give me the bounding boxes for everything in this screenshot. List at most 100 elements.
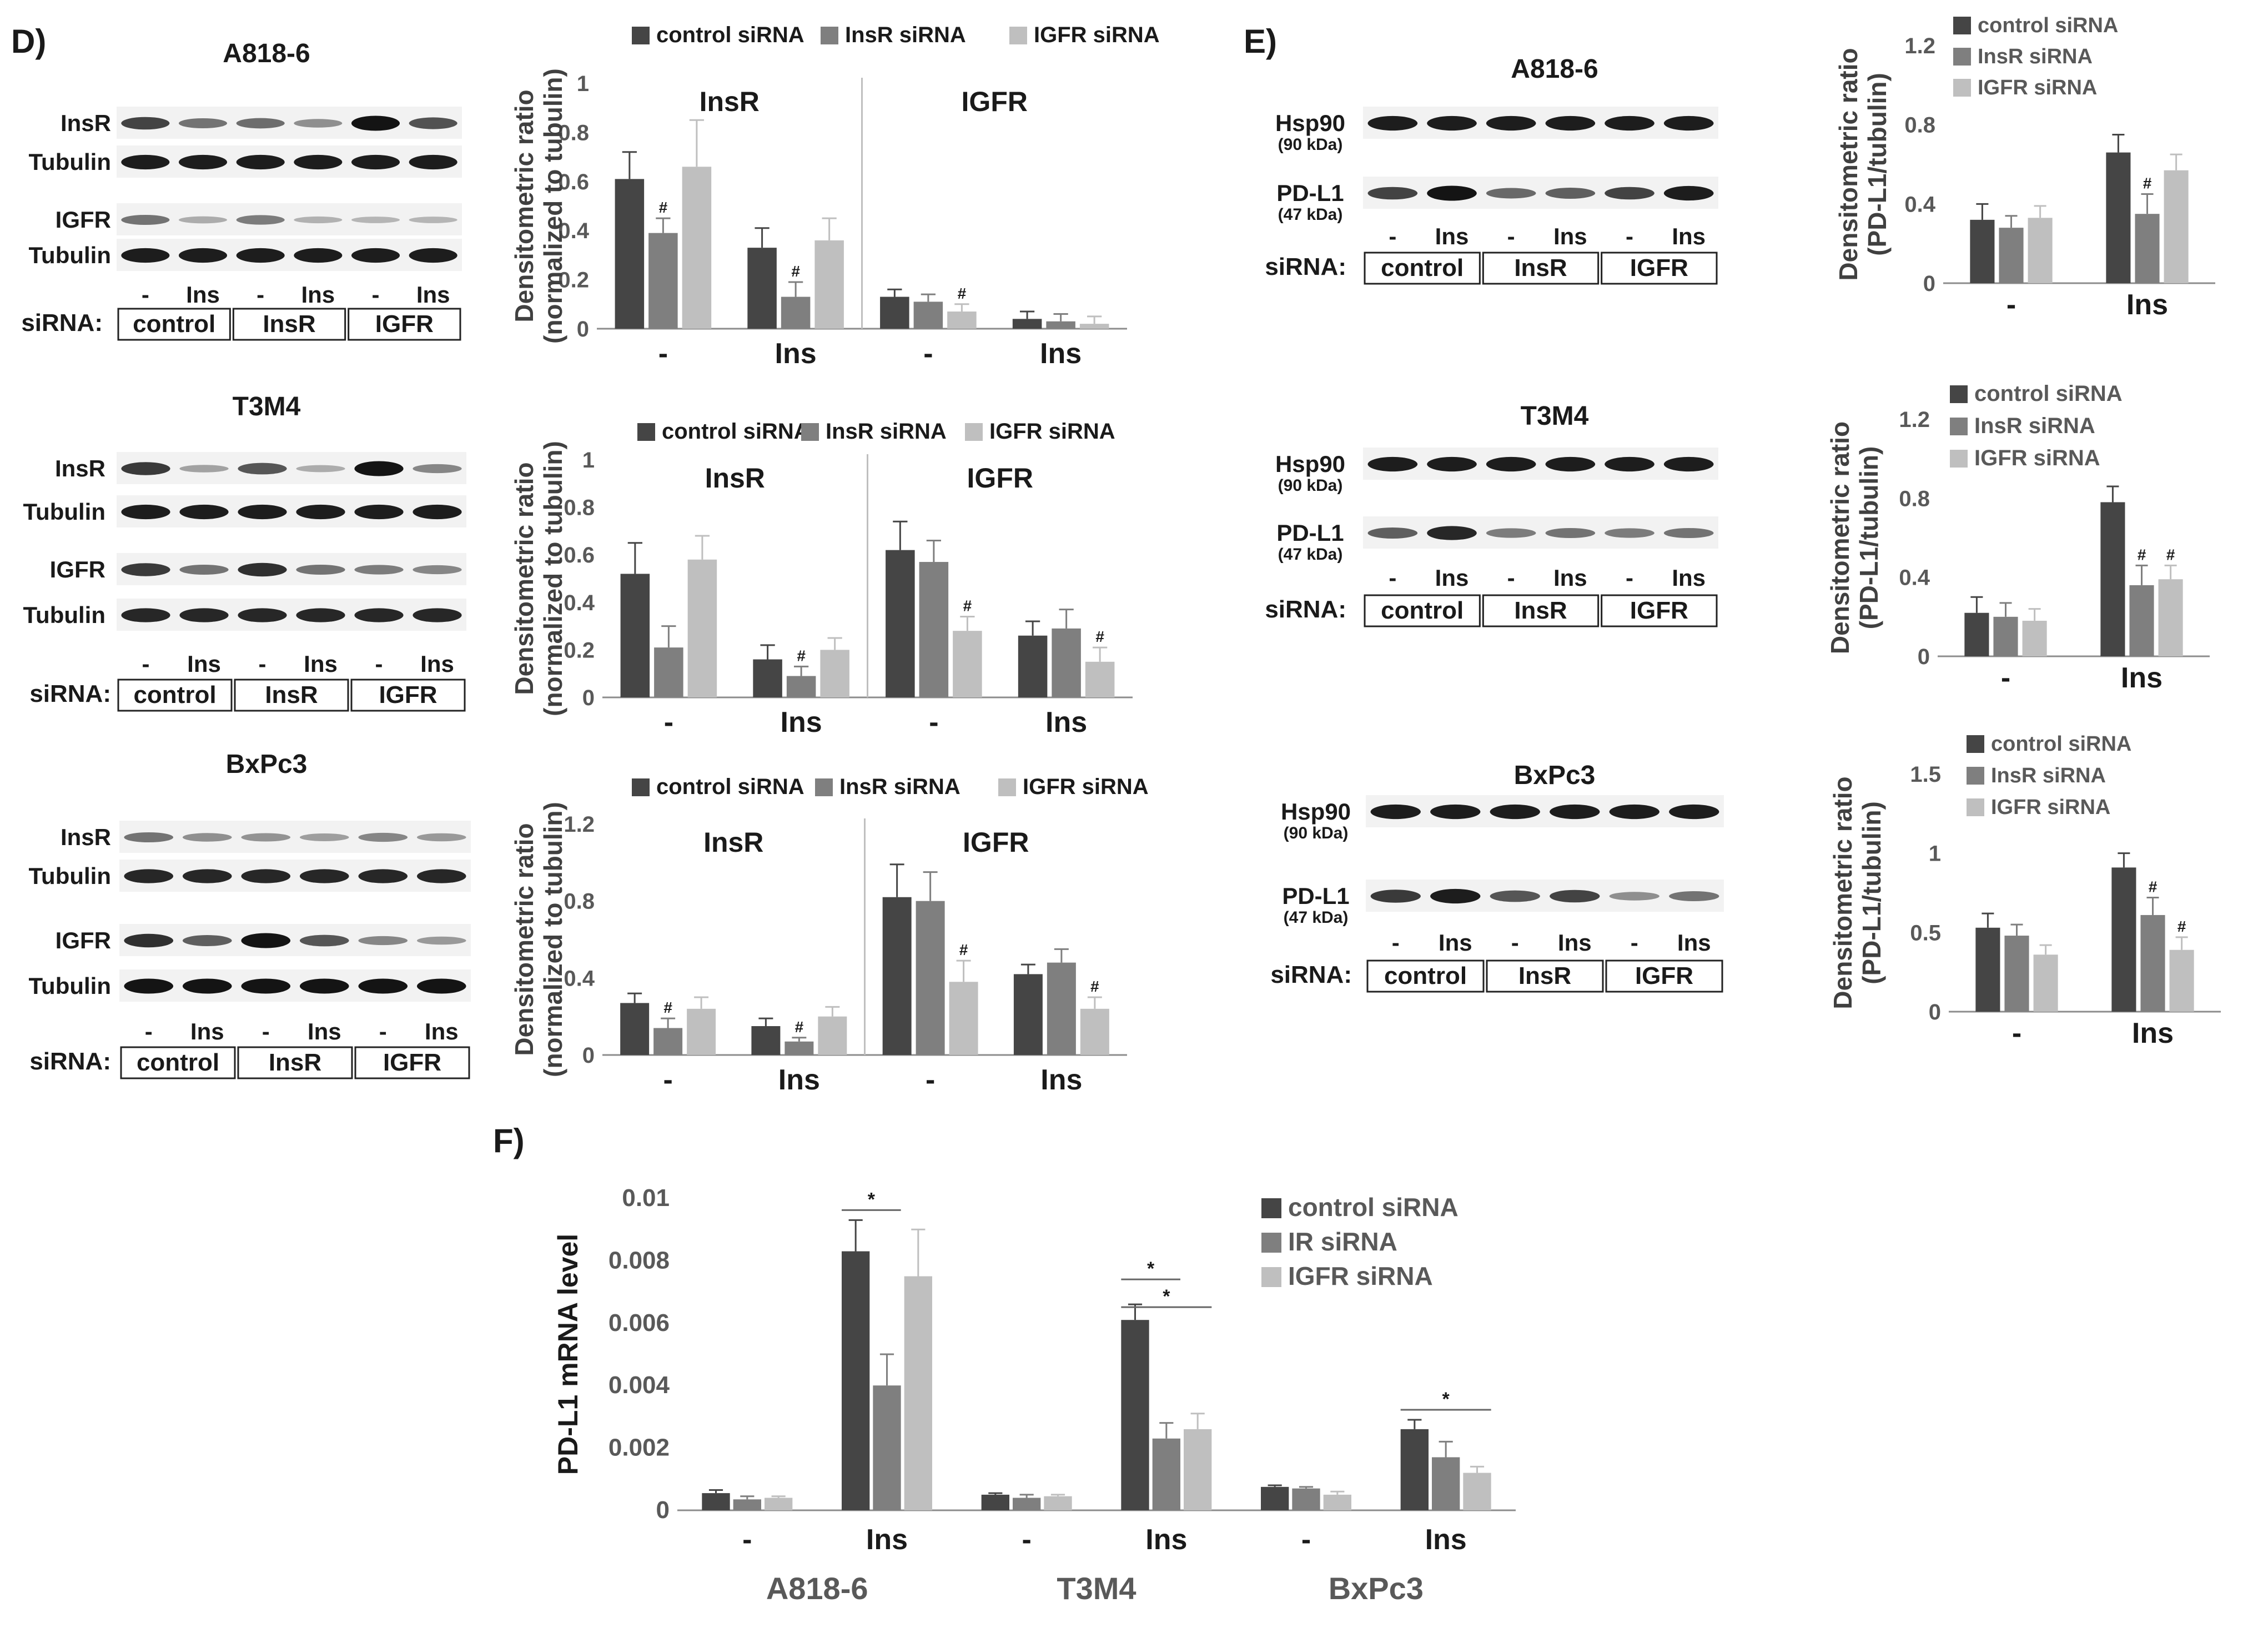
legend-label: control siRNA bbox=[1974, 381, 2123, 406]
blot-title: BxPc3 bbox=[1514, 761, 1596, 790]
blot-strip bbox=[1363, 177, 1718, 209]
legend-label: InsR siRNA bbox=[839, 775, 960, 799]
bar bbox=[1432, 1457, 1460, 1510]
blot-strip bbox=[1366, 795, 1724, 827]
blot-band bbox=[238, 608, 287, 622]
blot-band bbox=[354, 608, 404, 622]
bar bbox=[785, 1041, 814, 1055]
bar bbox=[733, 1499, 761, 1510]
legend-label: IGFR siRNA bbox=[1991, 796, 2110, 819]
blot-band bbox=[351, 217, 400, 223]
significance-mark: # bbox=[958, 285, 967, 302]
blot-strip bbox=[117, 495, 466, 527]
blot-band bbox=[1370, 890, 1421, 903]
significance-mark: # bbox=[959, 941, 968, 958]
lane-label: - bbox=[1631, 929, 1638, 956]
bar bbox=[702, 1493, 730, 1510]
blot-band bbox=[121, 504, 170, 520]
blot-strip bbox=[117, 452, 466, 484]
panel-label-e: E) bbox=[1244, 23, 1277, 60]
blot-band bbox=[179, 608, 229, 622]
x-category-label: Ins bbox=[866, 1524, 908, 1556]
blot-band bbox=[238, 562, 287, 577]
y-tick-label: 1 bbox=[577, 72, 589, 96]
blot-t3m4: T3M4 Hsp90(90 kDa) PD-L1(47 kDa) - Ins - Ins - I… bbox=[1265, 401, 1718, 627]
lane-label: Ins bbox=[416, 282, 450, 308]
bar bbox=[1121, 1320, 1149, 1510]
y-tick-label: 0 bbox=[582, 686, 595, 710]
bar bbox=[949, 982, 978, 1055]
blot-band bbox=[178, 118, 228, 129]
lane-label: - bbox=[262, 1018, 270, 1044]
sirna-label: siRNA: bbox=[29, 680, 111, 707]
blot-strip bbox=[117, 107, 462, 139]
y-axis-label: Densitometric ratio bbox=[1828, 776, 1857, 1009]
bar bbox=[620, 574, 650, 697]
blot-row-sublabel: (47 kDa) bbox=[1278, 205, 1343, 224]
bar bbox=[873, 1385, 901, 1510]
bar bbox=[1047, 962, 1076, 1055]
sirna-group-box bbox=[117, 679, 233, 712]
sirna-group-box bbox=[1364, 594, 1481, 627]
legend-swatch bbox=[965, 423, 983, 441]
bar bbox=[953, 631, 982, 697]
blot-band bbox=[178, 216, 228, 224]
bar bbox=[615, 179, 645, 329]
lane-label: Ins bbox=[301, 282, 335, 308]
legend-swatch bbox=[1953, 17, 1971, 34]
y-tick-label: 0 bbox=[656, 1496, 670, 1524]
y-tick-label: 0.002 bbox=[609, 1434, 670, 1461]
sirna-label: siRNA: bbox=[1265, 596, 1346, 623]
blot-band bbox=[1367, 527, 1418, 539]
panel-label-f: F) bbox=[493, 1122, 525, 1159]
blot-band bbox=[413, 565, 462, 575]
blot-strip bbox=[119, 860, 471, 892]
facet-title: IGFR bbox=[963, 827, 1029, 858]
sirna-group-box bbox=[234, 679, 349, 712]
blot-band bbox=[121, 248, 170, 263]
significance-mark: # bbox=[791, 263, 800, 280]
y-tick-label: 0.8 bbox=[564, 890, 595, 914]
significance-mark: # bbox=[2138, 546, 2146, 563]
blot-band bbox=[178, 248, 228, 263]
blot-band bbox=[358, 869, 408, 883]
x-category-label: - bbox=[2001, 662, 2010, 694]
blot-band bbox=[1663, 185, 1714, 201]
blot-strip bbox=[117, 145, 462, 178]
x-category-label: - bbox=[2006, 289, 2016, 321]
y-axis-label-2: (PD-L1/tubulin) bbox=[1857, 801, 1886, 984]
blot-band bbox=[294, 154, 343, 170]
legend-swatch bbox=[1950, 418, 1968, 435]
y-tick-label: 0.8 bbox=[558, 120, 589, 145]
lane-label: - bbox=[1626, 565, 1633, 591]
sirna-group-label: InsR bbox=[269, 1049, 321, 1076]
lane-label: Ins bbox=[187, 651, 221, 677]
bar bbox=[2033, 954, 2058, 1012]
sirna-group-label: IGFR bbox=[1630, 597, 1688, 624]
y-tick-label: 0.8 bbox=[1899, 486, 1930, 511]
bar bbox=[919, 562, 949, 697]
y-tick-label: 0.6 bbox=[558, 170, 589, 194]
y-tick-label: 0.5 bbox=[1910, 921, 1941, 945]
x-category-label: Ins bbox=[781, 706, 822, 738]
blot-band bbox=[299, 978, 349, 994]
panel-label-d: D) bbox=[11, 23, 46, 60]
legend-label: InsR siRNA bbox=[845, 23, 966, 47]
bar bbox=[1013, 974, 1043, 1055]
y-axis-label-2: (normalized to tubulin) bbox=[539, 441, 567, 716]
bar bbox=[818, 1016, 847, 1055]
y-axis-label-2: (PD-L1/tubulin) bbox=[1854, 446, 1883, 630]
blot-band bbox=[1545, 188, 1596, 199]
bar bbox=[882, 897, 912, 1055]
blot-band bbox=[241, 833, 291, 842]
bar bbox=[2140, 915, 2165, 1012]
lane-label: Ins bbox=[425, 1018, 459, 1044]
chart-d-a818-6: 0 0.2 0.4 0.6 0.8 1 Densitometric ratio (normal… bbox=[510, 23, 1160, 370]
y-tick-label: 0.01 bbox=[622, 1184, 670, 1212]
legend-label: control siRNA bbox=[656, 775, 804, 799]
bar bbox=[1046, 321, 1075, 329]
sirna-label: siRNA: bbox=[1265, 253, 1346, 280]
sirna-group-label: InsR bbox=[1514, 254, 1567, 282]
y-axis-label: Densitometric ratio bbox=[1826, 421, 1854, 654]
